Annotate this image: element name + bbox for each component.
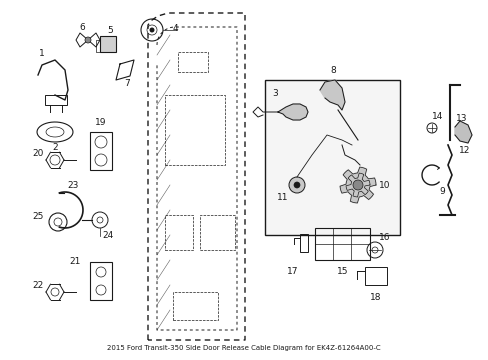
Polygon shape bbox=[116, 60, 134, 80]
Circle shape bbox=[352, 180, 362, 190]
Text: 15: 15 bbox=[337, 267, 348, 276]
Text: 8: 8 bbox=[329, 66, 335, 75]
Polygon shape bbox=[278, 104, 307, 120]
Circle shape bbox=[149, 27, 154, 32]
Text: 17: 17 bbox=[286, 267, 298, 276]
Bar bbox=[164, 95, 224, 165]
Text: 11: 11 bbox=[277, 193, 288, 202]
Text: 24: 24 bbox=[102, 231, 113, 240]
Bar bbox=[100, 36, 116, 52]
Text: 16: 16 bbox=[379, 233, 390, 242]
Circle shape bbox=[288, 177, 305, 193]
Bar bbox=[299, 234, 307, 252]
Bar bbox=[173, 292, 218, 320]
Text: 23: 23 bbox=[67, 180, 79, 189]
Text: 22: 22 bbox=[32, 282, 43, 291]
Polygon shape bbox=[319, 80, 345, 110]
Text: 3: 3 bbox=[271, 89, 277, 98]
Bar bbox=[178, 52, 207, 72]
Bar bbox=[45, 95, 67, 105]
Text: 25: 25 bbox=[32, 212, 43, 220]
Circle shape bbox=[85, 37, 91, 43]
Polygon shape bbox=[346, 173, 369, 197]
Circle shape bbox=[293, 182, 299, 188]
Text: 7: 7 bbox=[124, 78, 130, 87]
Bar bbox=[314, 228, 369, 260]
Text: 4: 4 bbox=[172, 23, 178, 32]
Bar bbox=[364, 267, 386, 285]
Text: 9: 9 bbox=[438, 186, 444, 195]
Text: 10: 10 bbox=[379, 180, 390, 189]
Text: 12: 12 bbox=[458, 145, 470, 154]
Bar bbox=[264, 80, 399, 235]
Text: 2015 Ford Transit-350 Side Door Release Cable Diagram for EK4Z-61264A00-C: 2015 Ford Transit-350 Side Door Release … bbox=[107, 345, 380, 351]
Text: 2: 2 bbox=[52, 143, 58, 152]
Polygon shape bbox=[454, 121, 471, 143]
Bar bbox=[200, 215, 235, 250]
Text: 6: 6 bbox=[79, 23, 85, 32]
Text: 5: 5 bbox=[107, 26, 113, 35]
Text: 18: 18 bbox=[369, 292, 381, 302]
Bar bbox=[90, 262, 112, 300]
Text: 19: 19 bbox=[95, 117, 106, 126]
Polygon shape bbox=[339, 167, 375, 203]
Bar bbox=[164, 215, 193, 250]
Text: 1: 1 bbox=[39, 49, 45, 58]
Bar bbox=[90, 132, 112, 170]
Text: 14: 14 bbox=[431, 112, 443, 121]
Text: 20: 20 bbox=[32, 149, 43, 158]
Text: 13: 13 bbox=[455, 113, 467, 122]
Text: 21: 21 bbox=[69, 257, 81, 266]
